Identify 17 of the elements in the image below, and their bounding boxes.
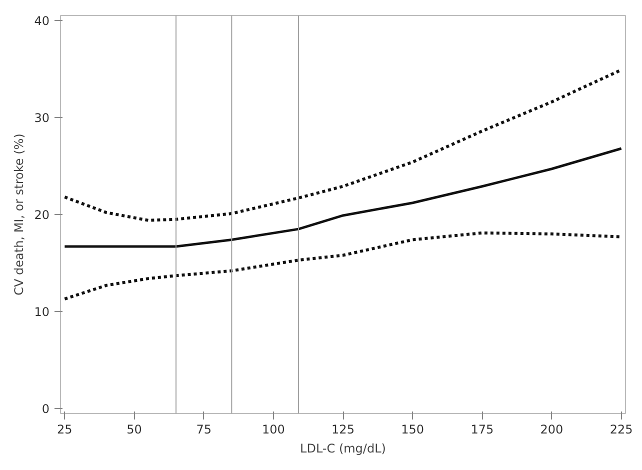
x-tick-label: 125 [332,422,354,436]
x-tick-label: 75 [196,422,212,436]
x-tick-label: 175 [470,422,494,436]
x-tick-label: 25 [57,422,72,436]
y-tick-label: 40 [34,14,50,28]
y-tick-label: 0 [42,402,50,416]
x-tick-label: 200 [540,422,564,436]
x-tick-label: 50 [126,422,142,436]
x-tick-label: 150 [401,422,424,436]
y-tick-label: 10 [34,305,50,320]
y-axis-title: CV death, MI, or stroke (%) [12,134,26,296]
y-tick-label: 30 [34,110,50,125]
x-tick-label: 225 [610,422,633,436]
x-axis-title: LDL-C (mg/dL) [300,442,386,456]
y-tick-label: 20 [34,208,50,222]
x-tick-label: 100 [262,422,285,436]
line-series [63,147,623,248]
